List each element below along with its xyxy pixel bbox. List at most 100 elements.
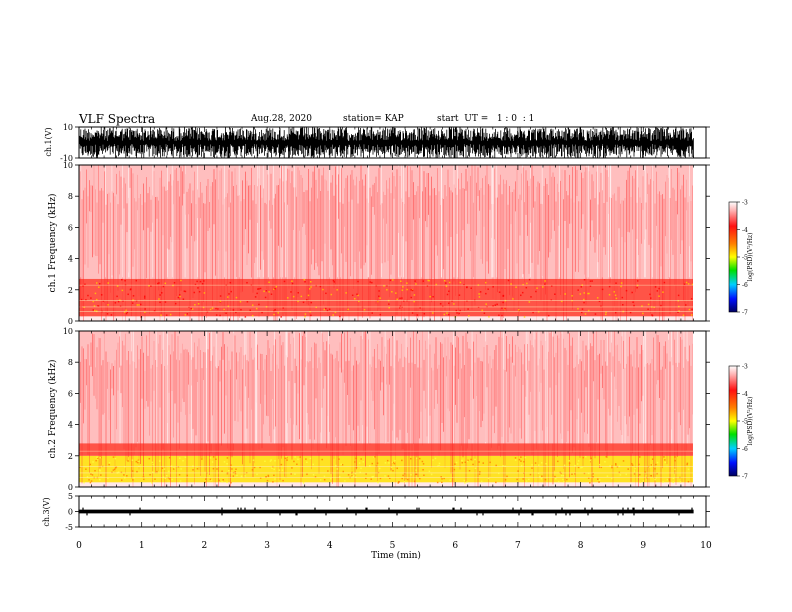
band-speckle bbox=[577, 289, 579, 291]
band-speckle bbox=[651, 314, 654, 317]
band-speckle bbox=[184, 456, 187, 459]
band-speckle bbox=[427, 279, 429, 282]
band-speckle bbox=[149, 473, 151, 476]
band-speckle bbox=[123, 311, 126, 313]
band-speckle bbox=[555, 477, 557, 480]
band-speckle bbox=[202, 306, 205, 309]
band-speckle bbox=[297, 300, 299, 303]
band-speckle bbox=[625, 289, 628, 292]
band-speckle bbox=[620, 282, 623, 284]
band-speckle bbox=[215, 307, 217, 310]
band-speckle bbox=[90, 480, 93, 482]
band-speckle bbox=[413, 294, 416, 296]
band-speckle bbox=[507, 279, 510, 282]
band-speckle bbox=[223, 461, 226, 463]
band-speckle bbox=[99, 470, 101, 472]
band-speckle bbox=[674, 459, 676, 462]
ch2-colorbar-label: log(PSD)(V²/Hz) bbox=[747, 397, 754, 446]
band-speckle bbox=[411, 312, 414, 314]
band-speckle bbox=[591, 280, 593, 282]
band-speckle bbox=[297, 458, 299, 461]
band-speckle bbox=[97, 305, 100, 308]
band-speckle bbox=[483, 312, 486, 314]
band-speckle bbox=[639, 473, 641, 476]
band-speckle bbox=[638, 463, 640, 466]
band-speckle bbox=[124, 279, 126, 282]
band-speckle bbox=[560, 472, 562, 475]
band-speckle bbox=[636, 286, 638, 289]
band-speckle bbox=[414, 280, 416, 282]
band-speckle bbox=[614, 311, 617, 314]
band-speckle bbox=[664, 459, 666, 461]
band-speckle bbox=[528, 301, 531, 303]
band-speckle bbox=[330, 477, 332, 480]
band-speckle bbox=[663, 456, 665, 458]
band-speckle bbox=[654, 478, 656, 481]
band-speckle bbox=[589, 459, 592, 462]
band-speckle bbox=[121, 289, 124, 292]
band-speckle bbox=[410, 296, 413, 299]
band-speckle bbox=[228, 293, 230, 295]
band-speckle bbox=[625, 473, 627, 476]
band-speckle bbox=[290, 291, 292, 293]
band-speckle bbox=[443, 477, 445, 480]
band-speckle bbox=[587, 292, 589, 295]
band-speckle bbox=[95, 282, 98, 284]
band-speckle bbox=[142, 475, 145, 478]
band-speckle bbox=[299, 456, 301, 458]
band-speckle bbox=[273, 313, 275, 316]
band-speckle bbox=[589, 285, 592, 287]
band-speckle bbox=[235, 311, 237, 314]
band-speckle bbox=[540, 478, 543, 480]
band-speckle bbox=[334, 311, 337, 313]
band-speckle bbox=[357, 294, 359, 297]
band-speckle bbox=[143, 297, 146, 299]
band-speckle bbox=[257, 288, 259, 290]
band-speckle bbox=[474, 467, 477, 470]
band-speckle bbox=[454, 463, 456, 465]
band-speckle bbox=[283, 280, 286, 283]
band-speckle bbox=[611, 477, 613, 480]
y-tick-label: 5 bbox=[68, 492, 73, 501]
band-speckle bbox=[136, 304, 139, 306]
band-speckle bbox=[642, 480, 645, 482]
band-speckle bbox=[504, 479, 507, 481]
y-tick-label: 0 bbox=[68, 508, 73, 517]
band-speckle bbox=[421, 460, 424, 463]
band-speckle bbox=[598, 300, 601, 303]
band-speckle bbox=[281, 469, 284, 471]
band-speckle bbox=[203, 292, 206, 294]
band-speckle bbox=[502, 301, 504, 304]
band-speckle bbox=[305, 458, 307, 460]
band-speckle bbox=[582, 456, 584, 459]
band-speckle bbox=[674, 468, 676, 471]
band-speckle bbox=[265, 290, 268, 292]
band-speckle bbox=[244, 316, 247, 318]
band-speckle bbox=[690, 298, 693, 300]
band-speckle bbox=[526, 282, 528, 285]
start-time-label: start UT = 1 : 0 : 1 bbox=[437, 114, 535, 124]
band-speckle bbox=[330, 293, 333, 296]
band-speckle bbox=[210, 479, 212, 481]
band-speckle bbox=[663, 281, 666, 284]
band-speckle bbox=[376, 462, 379, 464]
band-speckle bbox=[479, 291, 482, 293]
band-speckle bbox=[89, 463, 92, 466]
band-speckle bbox=[328, 308, 331, 311]
band-speckle bbox=[193, 291, 196, 294]
band-speckle bbox=[502, 464, 504, 467]
band-speckle bbox=[440, 476, 442, 478]
band-speckle bbox=[304, 281, 306, 283]
band-speckle bbox=[107, 477, 109, 480]
band-speckle bbox=[362, 461, 365, 463]
band-speckle bbox=[300, 295, 303, 298]
band-speckle bbox=[114, 457, 117, 460]
band-speckle bbox=[93, 305, 96, 307]
band-speckle bbox=[620, 285, 622, 288]
band-speckle bbox=[535, 290, 537, 293]
band-speckle bbox=[453, 468, 456, 471]
date-label: Aug.28, 2020 bbox=[251, 114, 312, 124]
band-speckle bbox=[557, 480, 560, 483]
band-speckle bbox=[168, 478, 171, 480]
